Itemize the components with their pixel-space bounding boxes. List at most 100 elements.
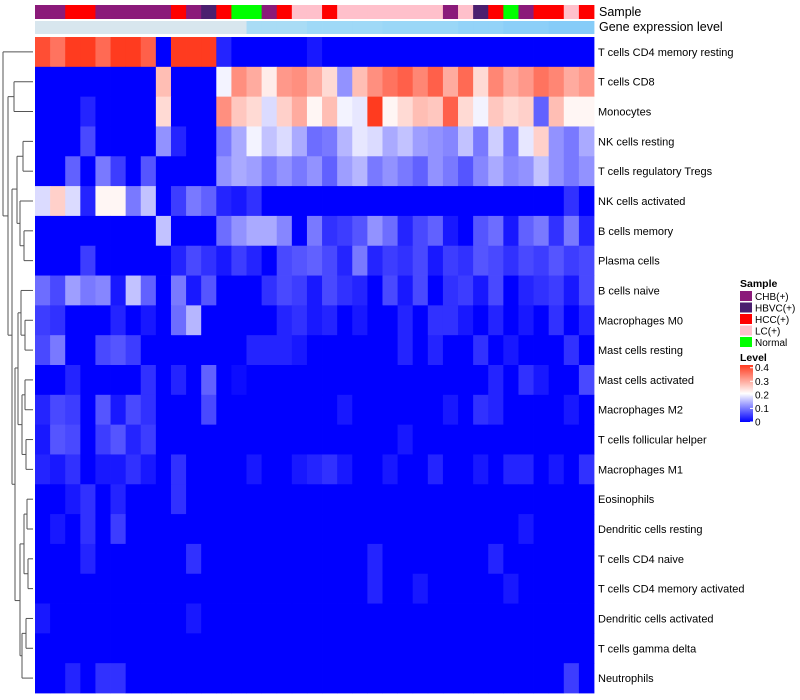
heatmap-cell xyxy=(125,543,142,575)
heatmap-cell xyxy=(412,96,429,127)
heatmap-cell xyxy=(201,573,217,604)
heatmap-cell xyxy=(216,663,232,694)
heatmap-cell xyxy=(186,275,202,306)
heatmap-cell xyxy=(50,96,66,127)
heatmap-cell xyxy=(337,156,353,187)
heatmap-cell xyxy=(80,633,96,664)
sample-legend-label: LC(+) xyxy=(755,327,780,338)
heatmap-cell xyxy=(442,96,459,127)
heatmap-cell xyxy=(201,543,217,575)
heatmap-cell xyxy=(201,126,217,157)
heatmap-cell xyxy=(533,424,550,455)
sample-annotation-cell xyxy=(442,5,459,19)
sample-annotation-cell xyxy=(367,5,383,19)
heatmap-cell xyxy=(427,186,444,217)
heatmap-cell xyxy=(216,365,232,396)
heatmap-cell xyxy=(518,543,534,575)
heatmap-cell xyxy=(140,424,157,455)
heatmap-cell xyxy=(170,156,187,187)
heatmap-cell xyxy=(578,663,595,694)
heatmap-cell xyxy=(201,514,217,545)
heatmap-cell xyxy=(65,484,81,515)
heatmap-cell xyxy=(186,126,202,157)
heatmap-cell xyxy=(578,66,595,98)
heatmap-cell xyxy=(397,215,414,247)
expression-annotation-cell xyxy=(473,21,489,34)
expression-annotation-cell xyxy=(50,21,66,34)
heatmap-cell xyxy=(186,335,202,366)
heatmap-cell xyxy=(337,454,353,485)
sample-annotation-cell xyxy=(35,5,51,19)
sample-legend-swatch xyxy=(740,314,752,324)
heatmap-cell xyxy=(80,335,96,366)
heatmap-cell xyxy=(322,514,338,545)
heatmap-cell xyxy=(322,156,338,187)
heatmap-cell xyxy=(125,156,142,187)
heatmap-cell xyxy=(35,66,51,98)
heatmap-cell xyxy=(442,633,459,664)
heatmap-cell xyxy=(533,484,550,515)
heatmap-cell xyxy=(291,96,308,127)
heatmap-cell xyxy=(563,245,580,276)
heatmap-cell xyxy=(548,484,565,515)
heatmap-cell xyxy=(473,126,489,157)
expression-annotation-cell xyxy=(548,21,565,34)
heatmap-cell xyxy=(201,96,217,127)
heatmap-cell xyxy=(518,633,534,664)
heatmap-cell xyxy=(427,305,444,336)
row-label: B cells memory xyxy=(598,226,674,238)
heatmap-cell xyxy=(503,663,519,694)
heatmap-cell xyxy=(276,365,293,396)
heatmap-cell xyxy=(155,96,172,127)
heatmap-cell xyxy=(110,633,127,664)
heatmap-cell xyxy=(412,305,429,336)
heatmap-cell xyxy=(125,484,142,515)
heatmap-cell xyxy=(473,424,489,455)
heatmap-cell xyxy=(140,394,157,426)
heatmap-cell xyxy=(125,394,142,426)
heatmap-cell xyxy=(50,186,66,217)
sample-annotation-cell xyxy=(397,5,414,19)
heatmap-cell xyxy=(578,215,595,247)
heatmap-cell xyxy=(518,215,534,247)
heatmap-cell xyxy=(442,305,459,336)
sample-annotation-cell xyxy=(246,5,263,19)
heatmap-cell xyxy=(337,663,353,694)
heatmap-cell xyxy=(533,573,550,604)
heatmap-cell xyxy=(140,305,157,336)
heatmap-cell xyxy=(367,633,383,664)
expression-annotation-cell xyxy=(140,21,157,34)
heatmap-cell xyxy=(65,37,81,68)
heatmap-cell xyxy=(488,156,504,187)
heatmap-cell xyxy=(125,603,142,634)
heatmap-cell xyxy=(125,96,142,127)
sample-annotation-cell xyxy=(503,5,519,19)
heatmap-cell xyxy=(170,484,187,515)
heatmap-cell xyxy=(140,126,157,157)
heatmap-cell xyxy=(397,126,414,157)
sample-legend-label: CHB(+) xyxy=(755,292,789,303)
heatmap-cell xyxy=(488,245,504,276)
heatmap-cell xyxy=(276,186,293,217)
heatmap-cell xyxy=(201,454,217,485)
heatmap-cell xyxy=(291,215,308,247)
heatmap-cell xyxy=(427,663,444,694)
heatmap-cell xyxy=(201,424,217,455)
heatmap-cell xyxy=(337,365,353,396)
heatmap-cell xyxy=(110,186,127,217)
heatmap-cell xyxy=(186,215,202,247)
heatmap-cell xyxy=(261,275,278,306)
heatmap-cell xyxy=(563,126,580,157)
heatmap-cell xyxy=(412,365,429,396)
heatmap-cell xyxy=(518,245,534,276)
heatmap-cell xyxy=(322,424,338,455)
heatmap-cell xyxy=(95,37,111,68)
heatmap-cell xyxy=(95,305,111,336)
heatmap-cell xyxy=(65,186,81,217)
heatmap-cell xyxy=(110,215,127,247)
heatmap-cell xyxy=(216,275,232,306)
heatmap-cell xyxy=(518,454,534,485)
sample-annotation-cell xyxy=(473,5,489,19)
heatmap-cell xyxy=(382,424,398,455)
expression-annotation-cell xyxy=(155,21,172,34)
